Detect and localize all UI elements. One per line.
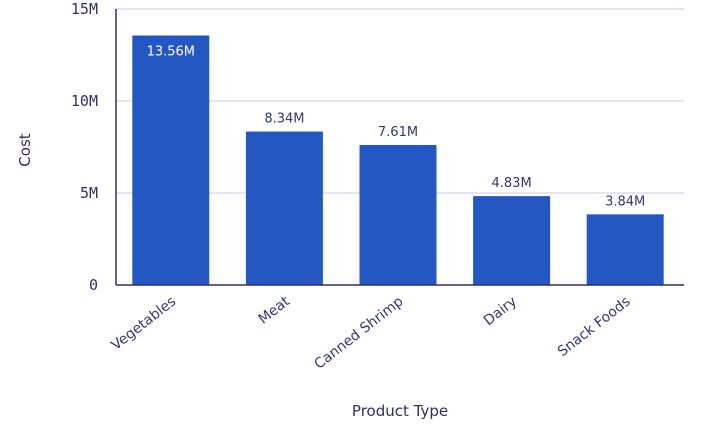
bar (245, 131, 323, 285)
x-tick-label: Meat (256, 293, 294, 327)
bar (586, 214, 664, 285)
data-label: 3.84M (605, 194, 645, 209)
x-tick-labels: Vegetables Meat Canned Shrimp Dairy Snack Fo… (108, 293, 633, 372)
bars (132, 35, 664, 285)
data-label: 13.56M (147, 44, 195, 59)
x-tick-label: Dairy (481, 294, 520, 330)
y-tick-label: 15M (71, 0, 98, 18)
x-tick-label: Snack Foods (555, 294, 634, 360)
y-tick-label: 10M (71, 92, 98, 110)
data-label: 8.34M (264, 112, 304, 127)
data-labels: 13.56M 8.34M 7.61M 4.83M 3.84M (147, 44, 646, 209)
bar (359, 144, 437, 285)
y-tick-label: 5M (80, 184, 98, 202)
y-tick-labels: 0 5M 10M 15M (71, 0, 98, 294)
y-axis-label: Cost (16, 133, 34, 166)
bar (473, 196, 551, 285)
x-tick-label: Canned Shrimp (312, 293, 407, 372)
y-tick-label: 0 (89, 276, 98, 294)
x-tick-label: Vegetables (108, 294, 179, 354)
data-label: 7.61M (378, 125, 418, 140)
x-axis-label: Product Type (352, 402, 448, 420)
bar (132, 35, 210, 285)
data-label: 4.83M (492, 176, 532, 191)
